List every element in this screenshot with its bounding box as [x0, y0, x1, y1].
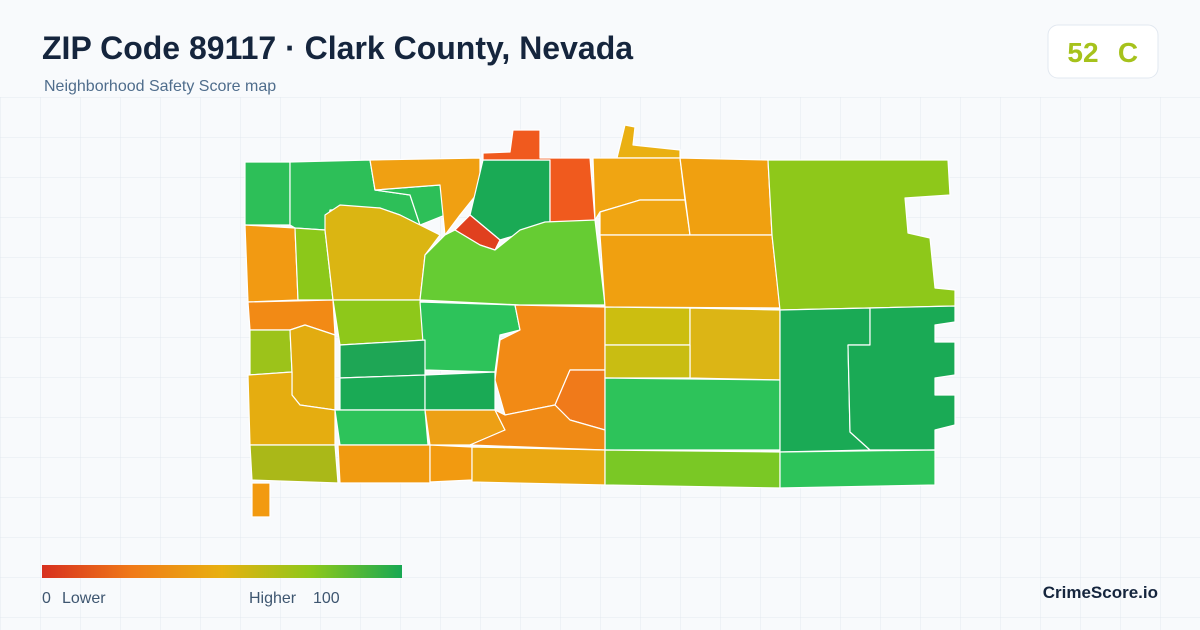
region [847, 305, 956, 451]
legend-scale [42, 565, 402, 578]
region [249, 444, 339, 484]
region [679, 157, 773, 236]
region [604, 449, 781, 489]
region [339, 339, 426, 379]
score-box [1047, 24, 1159, 79]
region [689, 307, 781, 381]
score-grade: C [1118, 37, 1138, 68]
region [289, 324, 336, 411]
region [369, 157, 481, 236]
legend-max-label: Higher [249, 590, 297, 607]
legend-max: 100 [313, 590, 340, 607]
region [767, 159, 956, 311]
region [424, 371, 496, 411]
region [244, 161, 291, 226]
region [469, 404, 606, 451]
zip-map [244, 124, 956, 518]
region [334, 409, 429, 446]
region [339, 374, 426, 411]
region [251, 482, 271, 518]
brand: CrimeScore.io [1043, 583, 1158, 602]
region [604, 306, 691, 346]
region [599, 234, 781, 309]
region [604, 377, 781, 451]
region [419, 219, 606, 306]
region [779, 449, 936, 489]
title: ZIP Code 89117 · Clark County, Nevada [42, 30, 633, 66]
score-value: 52 [1067, 37, 1098, 68]
region [604, 344, 691, 379]
region [482, 129, 596, 226]
region [332, 299, 426, 346]
region [471, 446, 606, 486]
region [249, 329, 293, 376]
region [337, 444, 431, 484]
legend-min-label: Lower [62, 590, 106, 607]
legend-min: 0 [42, 590, 51, 607]
subtitle: Neighborhood Safety Score map [44, 78, 276, 95]
region [244, 224, 299, 303]
region [429, 444, 473, 483]
